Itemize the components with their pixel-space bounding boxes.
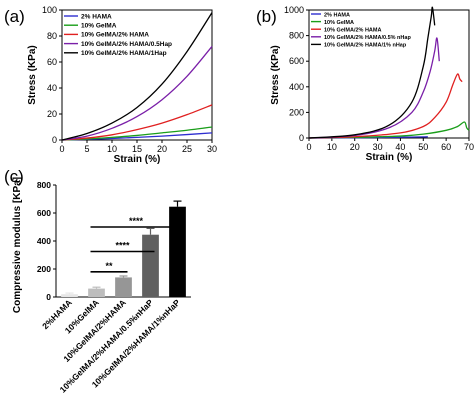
legend-entry: 10% GelMA/2% HAMA/0.5Hap bbox=[81, 41, 172, 48]
panel-c-significance: ********** bbox=[90, 216, 182, 273]
significance-label: **** bbox=[129, 216, 144, 226]
panel-b-ticks: 0 10 20 30 40 50 60 70 0 200 400 600 800 1000 bbox=[284, 5, 474, 152]
panel-c-axes: 0 200 400 600 800 bbox=[37, 180, 191, 302]
y-tick-label: 600 bbox=[37, 208, 51, 218]
y-tick-label: 200 bbox=[37, 264, 51, 274]
y-tick-label: 100 bbox=[42, 5, 57, 15]
bar bbox=[88, 288, 105, 297]
y-tick-label: 400 bbox=[37, 236, 51, 246]
bar bbox=[142, 234, 159, 297]
panel-a-legend: 2% HAMA 10% GelMA 10% GelMA/2% HAMA 10% Gel… bbox=[64, 13, 172, 57]
x-tick-label: 20 bbox=[350, 142, 360, 152]
x-tick-label: 5 bbox=[84, 144, 89, 154]
series-line-4 bbox=[61, 45, 213, 141]
legend-entry: 2% HAMA bbox=[324, 12, 350, 18]
y-tick-label: 200 bbox=[289, 107, 304, 117]
significance-label: **** bbox=[115, 241, 130, 251]
series-line-3 bbox=[308, 73, 463, 139]
panel-a-ticks: 0 5 10 15 20 25 30 0 20 40 60 80 100 bbox=[42, 5, 217, 154]
significance-label: ** bbox=[105, 261, 113, 271]
y-tick-label: 60 bbox=[47, 57, 57, 67]
panel-b: (b) 0 10 20 30 40 50 60 70 0 200 400 600 800 1000 2% … bbox=[256, 5, 474, 163]
x-tick-label: 30 bbox=[373, 142, 383, 152]
legend-entry: 10% GelMA/2% HAMA/0.5% nHap bbox=[324, 35, 411, 41]
y-tick-label: 0 bbox=[46, 292, 51, 302]
series-line-4 bbox=[308, 37, 440, 139]
x-tick-label: 25 bbox=[182, 144, 192, 154]
y-tick-label: 800 bbox=[289, 31, 304, 41]
panel-a-label: (a) bbox=[4, 7, 25, 26]
panel-a-xlabel: Strain (%) bbox=[114, 154, 161, 165]
legend-entry: 2% HAMA bbox=[81, 13, 112, 20]
y-tick-label: 40 bbox=[47, 83, 57, 93]
panel-a-lines bbox=[61, 12, 213, 141]
panel-a: (a) 0 5 10 15 20 25 30 0 20 40 60 80 100 2% HAMA 10% … bbox=[4, 5, 217, 165]
panel-b-ylabel: Stress (KPa) bbox=[270, 45, 281, 104]
x-tick-label: 15 bbox=[132, 144, 142, 154]
y-tick-label: 0 bbox=[52, 135, 57, 145]
legend-entry: 10% GelMA/2% HAMA bbox=[324, 28, 381, 34]
y-tick-label: 1000 bbox=[284, 5, 304, 15]
y-tick-label: 0 bbox=[299, 133, 304, 143]
legend-entry: 10% GelMA/2% HAMA bbox=[81, 32, 149, 39]
x-tick-label: 10 bbox=[327, 142, 337, 152]
legend-entry: 10% GelMA bbox=[81, 23, 117, 30]
panel-c-bars bbox=[61, 200, 186, 297]
x-tick-label: 0 bbox=[59, 144, 64, 154]
panel-c-category-labels: 2%HAMA10%GelMA10%GelMA/2%HAMA10%GelMA/2%… bbox=[40, 297, 182, 394]
y-tick-label: 600 bbox=[289, 56, 304, 66]
series-line-3 bbox=[61, 104, 213, 141]
series-line-2 bbox=[61, 126, 213, 141]
x-tick-label: 70 bbox=[464, 142, 474, 152]
x-tick-label: 20 bbox=[157, 144, 167, 154]
panel-c-label: (c) bbox=[4, 167, 24, 186]
x-tick-label: 50 bbox=[418, 142, 428, 152]
panel-b-lines bbox=[308, 6, 470, 139]
bar bbox=[61, 294, 78, 297]
x-tick-label: 10 bbox=[107, 144, 117, 154]
legend-entry: 10% GelMA/2% HAMA/1% nHap bbox=[324, 43, 407, 49]
panel-a-frame bbox=[61, 9, 213, 141]
bar bbox=[169, 206, 186, 297]
legend-entry: 10% GelMA bbox=[324, 20, 354, 26]
y-tick-label: 800 bbox=[37, 180, 51, 190]
x-tick-label: 60 bbox=[441, 142, 451, 152]
legend-entry: 10% GelMA/2% HAMA/1Hap bbox=[81, 50, 167, 57]
panel-b-label: (b) bbox=[256, 7, 277, 26]
y-tick-label: 400 bbox=[289, 82, 304, 92]
y-tick-label: 20 bbox=[47, 109, 57, 119]
series-line-2 bbox=[308, 121, 470, 139]
x-tick-label: 0 bbox=[306, 142, 311, 152]
panel-a-ylabel: Stress (KPa) bbox=[27, 45, 38, 104]
bar bbox=[115, 277, 132, 297]
panel-b-xlabel: Strain (%) bbox=[366, 152, 413, 163]
panel-c-ylabel: Compressive modulus [KPa] bbox=[12, 177, 23, 313]
x-tick-label: 30 bbox=[207, 144, 217, 154]
x-tick-label: 40 bbox=[395, 142, 405, 152]
series-line-5 bbox=[308, 6, 436, 139]
series-line-5 bbox=[61, 12, 213, 141]
y-tick-label: 80 bbox=[47, 31, 57, 41]
